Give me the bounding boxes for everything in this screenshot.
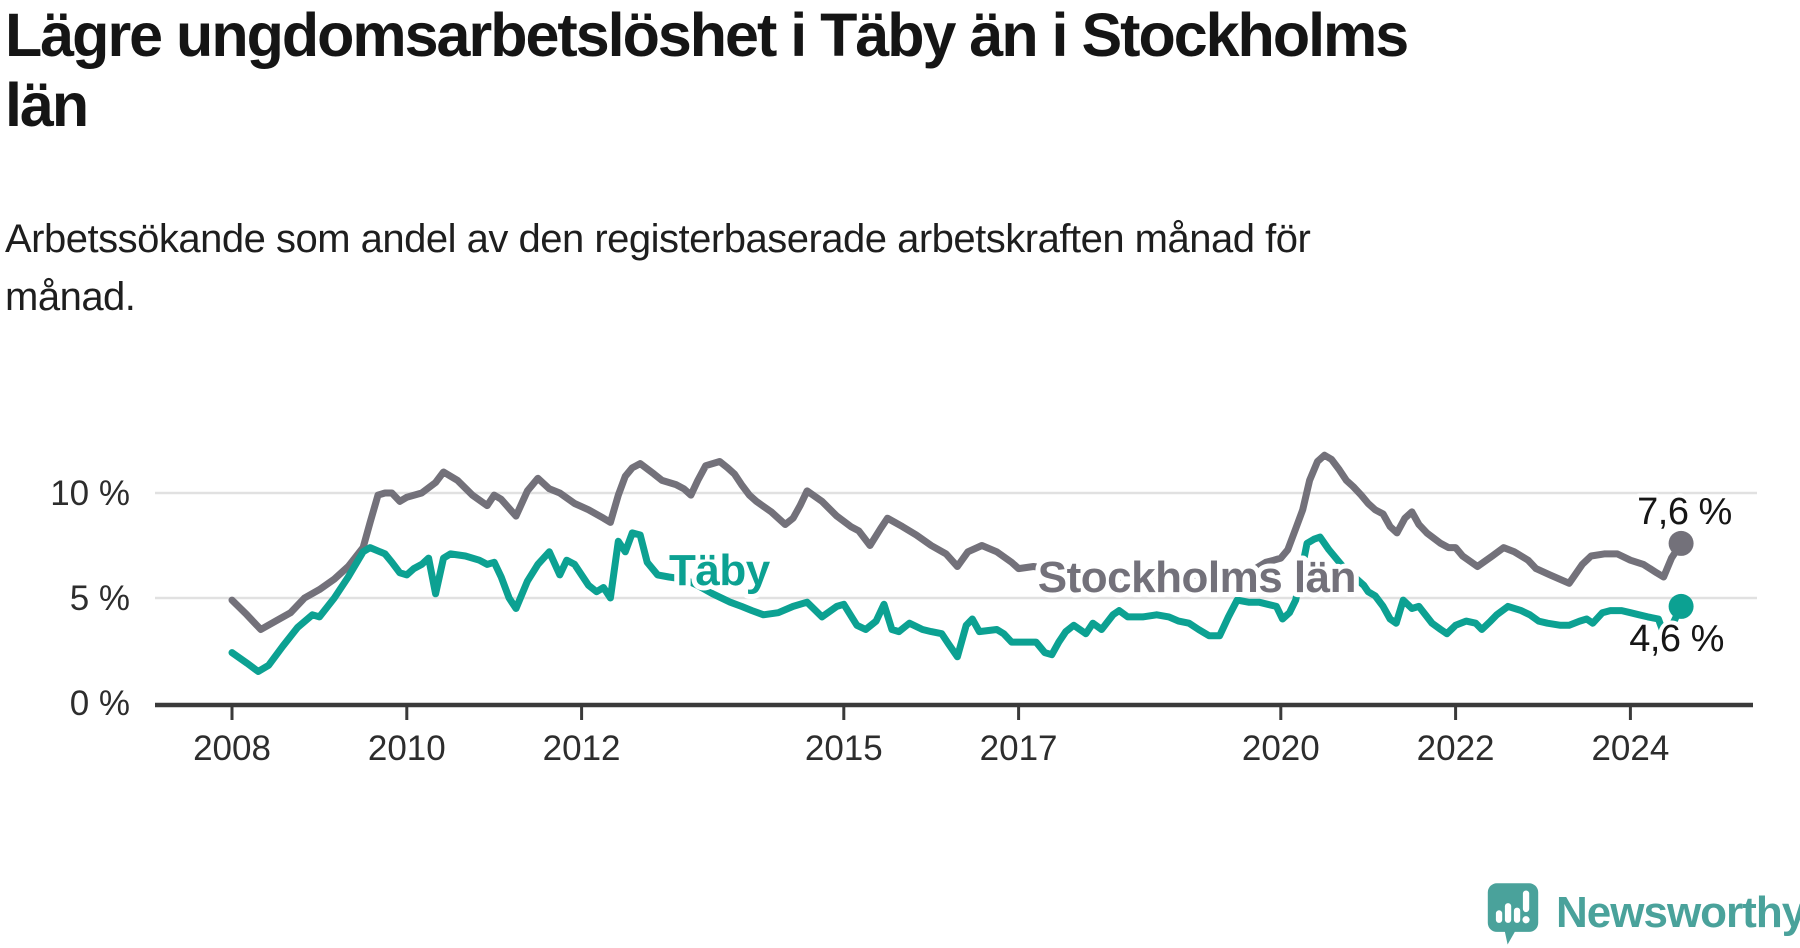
series-line-taby [228, 529, 1685, 675]
chart-subtitle: Arbetssökande som andel av den registerb… [5, 210, 1565, 326]
end-value-label-stockholms-lan: 7,6 % [1637, 491, 1732, 533]
page-title-line-1: Lägre ungdomsarbetslöshet i Täby än i St… [5, 1, 1409, 69]
page-title-line-2: län [5, 71, 89, 139]
series-label-taby: Täby [669, 546, 771, 595]
x-tick-label-2017: 2017 [980, 729, 1058, 768]
x-tick-label-2012: 2012 [543, 729, 621, 768]
x-tick-label-2024: 2024 [1591, 729, 1669, 768]
x-tick-label-2020: 2020 [1242, 729, 1320, 768]
end-value-label-taby: 4,6 % [1629, 618, 1724, 660]
logo-bar-2 [1504, 903, 1512, 923]
series-end-dot-taby [1668, 593, 1694, 619]
x-tick-label-2008: 2008 [193, 729, 271, 768]
chart-subtitle-line-2: månad. [5, 275, 136, 319]
x-tick-label-2022: 2022 [1417, 729, 1495, 768]
series-line-stockholms-lan [228, 451, 1685, 633]
chart-subtitle-line-1: Arbetssökande som andel av den registerb… [5, 217, 1311, 261]
series-end-dot-stockholms-lan [1668, 530, 1694, 556]
y-tick-label-5: 5 % [70, 579, 130, 618]
logo-bar-1 [1495, 910, 1503, 923]
x-tick-label-2015: 2015 [805, 729, 883, 768]
newsworthy-logo[interactable]: Newsworthy [1486, 880, 1800, 946]
logo-exclamation-bar [1522, 890, 1530, 913]
x-tick-label-2010: 2010 [368, 729, 446, 768]
y-tick-label-0: 0 % [70, 684, 130, 723]
newsworthy-logo-text: Newsworthy [1556, 888, 1800, 937]
series-label-stockholms-lan: Stockholms län [1038, 553, 1356, 602]
logo-bar-3 [1513, 907, 1521, 923]
logo-exclamation-dot [1522, 916, 1530, 924]
y-tick-label-10: 10 % [50, 474, 130, 513]
newsworthy-speech-bubble-bar-chart-icon [1487, 883, 1539, 945]
page-title: Lägre ungdomsarbetslöshet i Täby än i St… [5, 0, 1725, 140]
